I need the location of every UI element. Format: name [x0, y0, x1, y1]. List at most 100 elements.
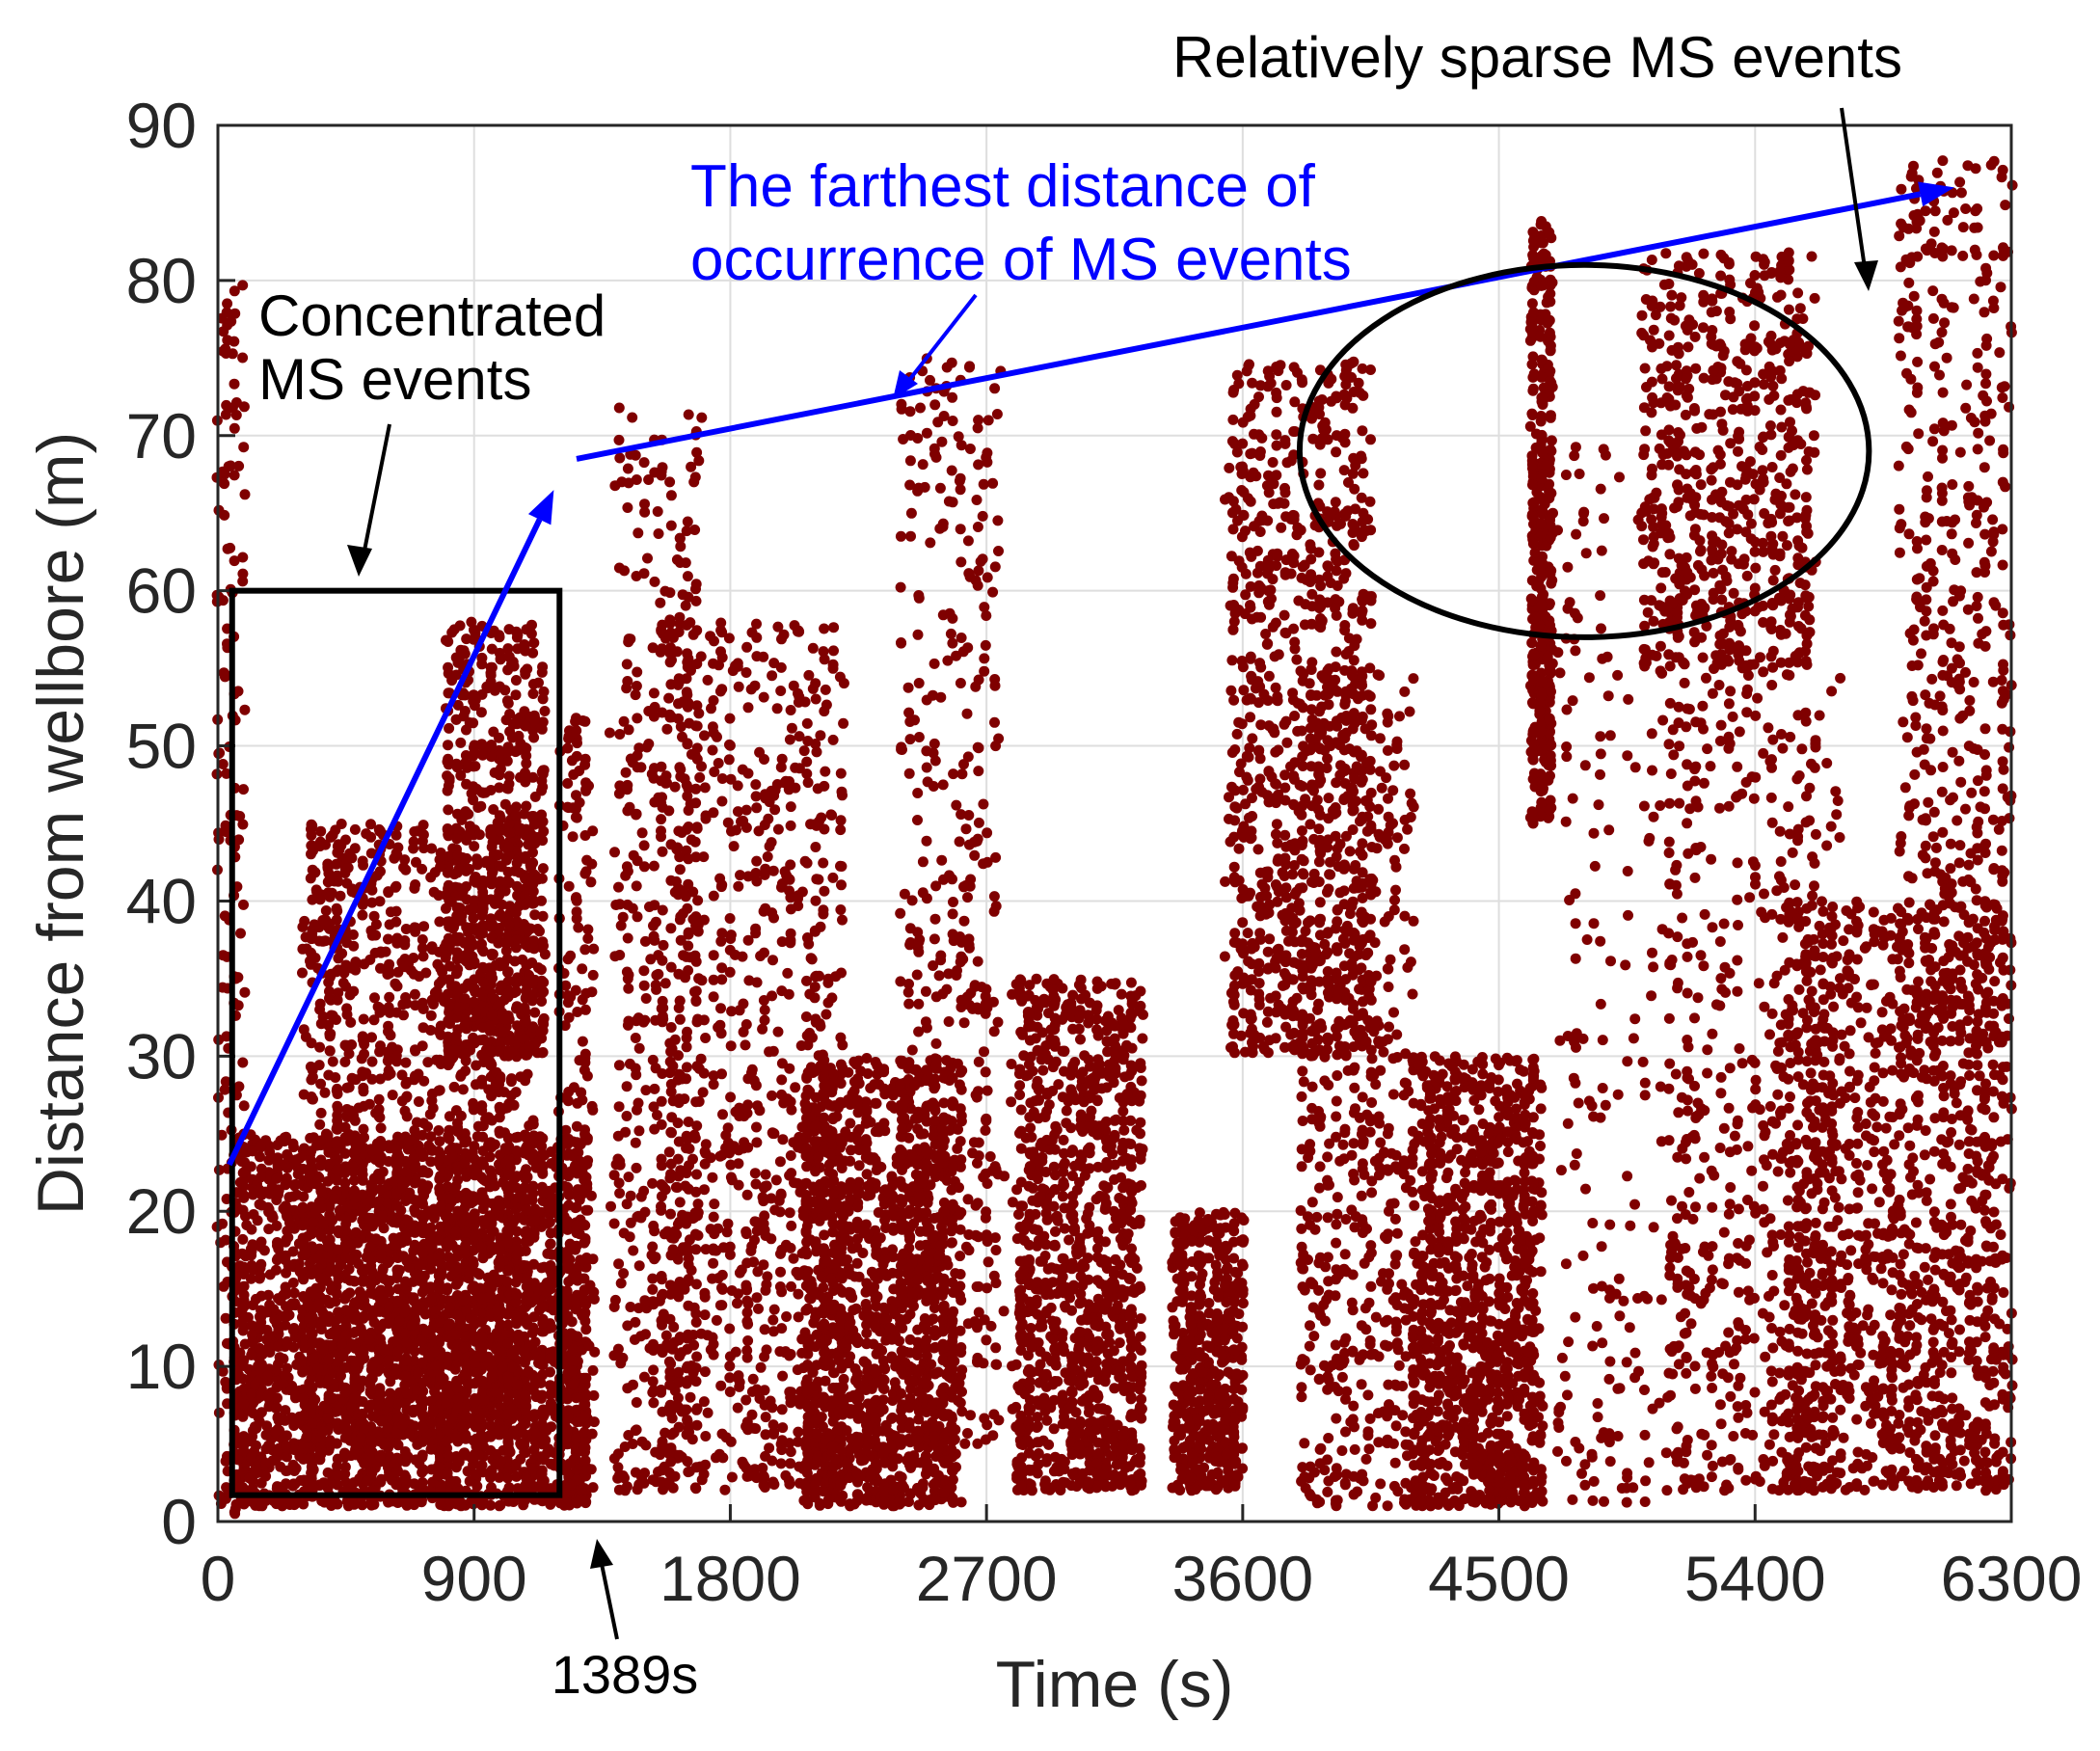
data-point: [323, 1413, 334, 1423]
data-point: [338, 978, 349, 988]
data-point: [328, 1316, 338, 1327]
data-point: [358, 1035, 368, 1045]
data-point: [410, 1044, 420, 1055]
data-point: [369, 992, 380, 1003]
data-point: [525, 1477, 536, 1488]
data-point: [490, 1180, 500, 1191]
data-point: [339, 1387, 350, 1398]
data-point: [235, 929, 246, 939]
data-point: [452, 1403, 463, 1414]
data-point: [512, 1250, 523, 1260]
data-point: [238, 784, 249, 795]
data-point: [528, 688, 539, 699]
data-point: [255, 1311, 265, 1322]
data-point: [417, 1378, 428, 1388]
data-point: [348, 941, 359, 952]
data-point: [238, 1436, 249, 1446]
data-point: [285, 1260, 296, 1271]
data-point: [415, 1225, 425, 1235]
data-point: [237, 1058, 248, 1068]
data-point: [466, 617, 476, 628]
data-point: [324, 1374, 335, 1385]
data-point: [331, 1296, 341, 1307]
data-point: [323, 977, 334, 987]
data-point: [304, 1312, 314, 1323]
data-point: [404, 1136, 415, 1146]
data-point: [306, 849, 316, 859]
data-point: [237, 820, 248, 830]
data-point: [425, 1264, 436, 1275]
data-point: [220, 671, 230, 682]
data-point: [469, 1451, 479, 1462]
data-point: [376, 1122, 387, 1133]
data-point: [350, 1358, 361, 1368]
data-point: [400, 1278, 411, 1288]
data-point: [385, 1376, 395, 1387]
data-point: [521, 1296, 531, 1307]
data-point: [444, 851, 454, 862]
data-point: [523, 1367, 533, 1378]
data-point: [333, 1226, 343, 1236]
data-point: [520, 669, 530, 680]
data-point: [462, 1369, 472, 1380]
data-point: [239, 705, 250, 715]
data-point: [417, 1394, 428, 1405]
data-point: [542, 1249, 552, 1259]
data-point: [491, 1449, 501, 1460]
data-point: [444, 773, 455, 784]
data-point: [476, 1332, 487, 1342]
data-point: [263, 1224, 274, 1234]
data-point: [443, 1181, 453, 1192]
data-point: [331, 859, 341, 870]
data-point: [474, 829, 485, 840]
data-point: [472, 859, 483, 870]
data-point: [417, 1422, 428, 1433]
data-point: [342, 1083, 353, 1093]
data-point: [358, 1312, 368, 1323]
data-point: [517, 955, 527, 965]
data-point: [443, 740, 453, 750]
data-point: [447, 1151, 458, 1162]
data-point: [522, 1275, 532, 1285]
data-point: [463, 927, 473, 937]
data-point: [511, 1459, 522, 1469]
data-point: [435, 1499, 445, 1510]
data-point: [274, 1496, 284, 1507]
data-point: [357, 1409, 367, 1419]
data-point: [522, 1050, 532, 1061]
data-point: [504, 771, 515, 782]
data-point: [436, 1200, 446, 1211]
data-point: [511, 689, 522, 700]
data-point: [486, 667, 497, 678]
data-point: [435, 862, 445, 873]
data-point: [325, 892, 336, 902]
data-point: [250, 1466, 260, 1476]
data-point: [476, 739, 487, 749]
data-point: [433, 1125, 444, 1136]
data-point: [229, 423, 240, 434]
data-point: [282, 1173, 292, 1184]
data-point: [520, 1075, 530, 1086]
data-point: [520, 640, 530, 651]
data-point: [429, 1346, 440, 1357]
data-point: [247, 1483, 257, 1494]
data-point: [332, 903, 342, 914]
data-point: [298, 1274, 309, 1284]
data-point: [469, 1141, 479, 1151]
data-point: [302, 1431, 312, 1441]
data-point: [349, 1393, 360, 1404]
data-point: [537, 1302, 548, 1312]
data-point: [367, 1145, 378, 1155]
data-point: [400, 1371, 411, 1382]
data-point: [479, 1219, 490, 1229]
data-point: [538, 1019, 549, 1030]
data-point: [469, 1104, 479, 1115]
data-point: [479, 1394, 490, 1405]
data-point: [426, 1465, 437, 1475]
data-point: [373, 1355, 384, 1365]
data-point: [347, 1073, 358, 1084]
data-point: [541, 1425, 552, 1436]
data-point: [370, 948, 381, 958]
data-point: [496, 1074, 506, 1085]
data-point: [470, 761, 480, 771]
